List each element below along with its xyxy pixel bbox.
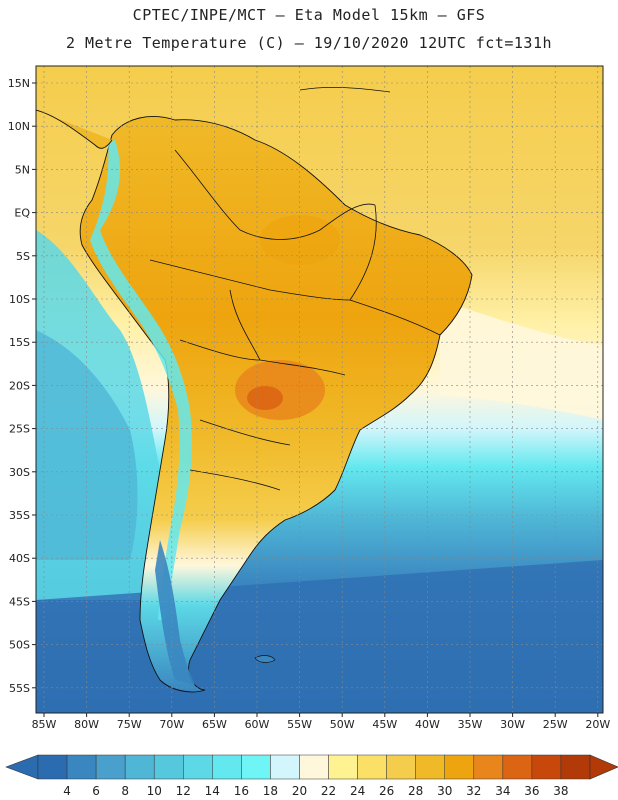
colorbar-segment (124, 754, 155, 780)
country-borders (149, 149, 441, 491)
colorbar-segment (473, 754, 504, 780)
lat-label: 5N (15, 163, 30, 176)
lon-label: 55W (287, 718, 312, 731)
lon-label: 30W (500, 718, 525, 731)
map-title: CPTEC/INPE/MCT – Eta Model 15km – GFS (132, 6, 486, 24)
colorbar-label: 26 (379, 784, 394, 798)
lat-label: 40S (9, 552, 30, 565)
lat-label: 25S (9, 423, 30, 436)
lon-label: 40W (415, 718, 440, 731)
colorbar-segment (444, 754, 475, 780)
colorbar-segment (212, 754, 242, 780)
pacific-cold-water (36, 330, 138, 560)
colorbar-label: 10 (147, 784, 162, 798)
colorbar-label: 36 (524, 784, 539, 798)
colorbar-segment (153, 754, 184, 780)
colorbar-labels: 4 6 8 10 12 14 16 18 20 22 24 26 28 30 32 34 36 38 (63, 784, 568, 798)
lat-label: 15N (8, 77, 30, 90)
lat-label: 45S (9, 595, 30, 608)
lon-label: 35W (458, 718, 483, 731)
lon-label: 60W (245, 718, 270, 731)
colorbar-segment (531, 754, 562, 780)
lat-label: 20S (9, 379, 30, 392)
lon-label: 85W (32, 718, 57, 731)
colorbar-label: 34 (495, 784, 510, 798)
colorbar-segment (66, 754, 97, 780)
lat-label: 5S (16, 250, 30, 263)
lon-label: 70W (159, 718, 184, 731)
lat-label: 50S (9, 639, 30, 652)
colorbar-segment (241, 754, 271, 780)
andes-cool-strip (90, 140, 192, 620)
colorbar-arrow-left (5, 754, 39, 780)
colorbar-segment (386, 754, 416, 780)
colorbar-label: 18 (263, 784, 278, 798)
hot-core (235, 360, 325, 420)
colorbar-label: 4 (63, 784, 71, 798)
colorbar-segment (37, 754, 68, 780)
colorbar-label: 38 (553, 784, 568, 798)
hottest-core (247, 386, 283, 410)
patagonia-cold (155, 540, 195, 685)
map-subtitle: 2 Metre Temperature (C) – 19/10/2020 12U… (65, 34, 553, 52)
colorbar-segment (560, 754, 591, 780)
longitude-labels: 85W 80W 75W 70W 65W 60W 55W 50W 45W 40W 35W 30W 25W 2… (32, 713, 610, 731)
lat-label: 10N (8, 120, 30, 133)
latitude-labels: 15N 10N 5N EQ 5S 10S 15S 20S 25S 30S 35S 40S 45S 50S 5… (8, 77, 36, 695)
colorbar-label: 20 (292, 784, 307, 798)
lon-label: 75W (117, 718, 142, 731)
colorbar-segment (502, 754, 533, 780)
caribbean-coast (299, 86, 391, 93)
colorbar-segment (299, 754, 329, 780)
colorbar-arrow-right (589, 754, 618, 780)
colorbar-label: 12 (176, 784, 191, 798)
colorbar-segment (270, 754, 300, 780)
lon-label: 65W (202, 718, 227, 731)
lat-label: EQ (14, 207, 30, 220)
colorbar-segment (95, 754, 126, 780)
lat-label: 35S (9, 509, 30, 522)
amazon-warm-area (260, 215, 340, 265)
atlantic-warm-band (440, 300, 603, 420)
colorbar-label: 8 (121, 784, 129, 798)
colorbar-segment (415, 754, 445, 780)
colorbar-label: 32 (466, 784, 481, 798)
colorbar-label: 22 (321, 784, 336, 798)
lat-label: 30S (9, 466, 30, 479)
lat-label: 55S (9, 682, 30, 695)
colorbar-label: 6 (92, 784, 100, 798)
colorbar-label: 30 (437, 784, 452, 798)
lat-label: 15S (9, 336, 30, 349)
map-frame (35, 65, 604, 714)
lon-label: 20W (585, 718, 610, 731)
colorbar-segment (357, 754, 387, 780)
lon-label: 45W (372, 718, 397, 731)
lon-label: 50W (330, 718, 355, 731)
colorbar-segment (328, 754, 358, 780)
colorbar (5, 754, 618, 780)
lon-label: 80W (74, 718, 99, 731)
colorbar-label: 28 (408, 784, 423, 798)
falkland-islands (254, 655, 276, 663)
colorbar-label: 16 (234, 784, 249, 798)
lat-label: 10S (9, 293, 30, 306)
colorbar-label: 14 (205, 784, 220, 798)
central-america (36, 109, 113, 149)
lon-label: 25W (543, 718, 568, 731)
colorbar-segment (183, 754, 213, 780)
colorbar-label: 24 (350, 784, 365, 798)
